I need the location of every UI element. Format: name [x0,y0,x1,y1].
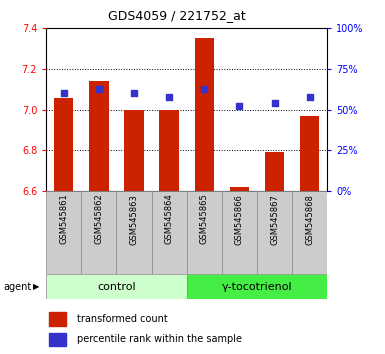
Point [166,94,172,99]
Text: γ-tocotrienol: γ-tocotrienol [222,282,292,292]
Bar [187,274,327,299]
Bar [195,39,214,191]
Point [61,91,67,96]
Text: GSM545864: GSM545864 [165,194,174,244]
Point [96,86,102,91]
Bar [265,153,284,191]
Bar [124,110,144,191]
Text: GSM545861: GSM545861 [59,194,68,244]
Point [271,101,278,106]
Bar [81,191,116,274]
Text: ▶: ▶ [33,282,40,291]
Bar [54,98,74,191]
Bar [116,191,152,274]
Point [236,104,243,109]
Bar [49,312,66,326]
Text: agent: agent [4,282,32,292]
Bar [49,333,66,346]
Text: transformed count: transformed count [77,314,168,324]
Text: GSM545867: GSM545867 [270,194,279,245]
Bar [159,110,179,191]
Bar [152,191,187,274]
Text: GSM545865: GSM545865 [200,194,209,244]
Text: GSM545862: GSM545862 [94,194,104,244]
Bar [257,191,292,274]
Text: GDS4059 / 221752_at: GDS4059 / 221752_at [108,9,246,22]
Bar [46,274,187,299]
Bar [300,116,319,191]
Point [306,94,313,99]
Point [201,86,208,91]
Bar [222,191,257,274]
Text: GSM545866: GSM545866 [235,194,244,245]
Bar [46,191,81,274]
Text: percentile rank within the sample: percentile rank within the sample [77,335,242,344]
Bar [292,191,327,274]
Text: control: control [97,282,136,292]
Bar [230,187,249,191]
Bar [89,81,109,191]
Bar [187,191,222,274]
Text: GSM545868: GSM545868 [305,194,314,245]
Point [131,91,137,96]
Text: GSM545863: GSM545863 [129,194,139,245]
